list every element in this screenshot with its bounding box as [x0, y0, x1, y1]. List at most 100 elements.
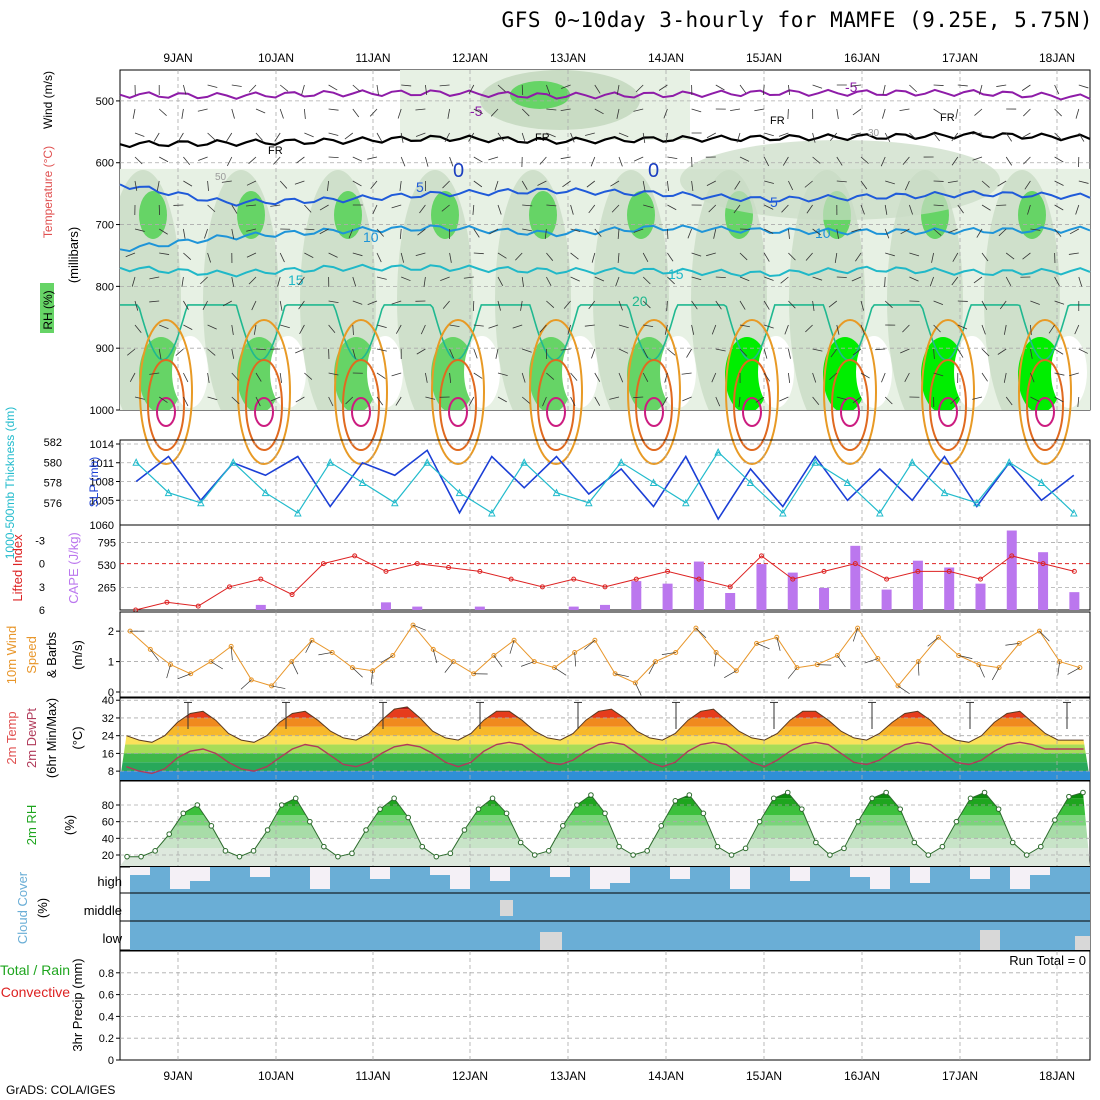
wind-barb — [425, 156, 429, 167]
wind-barb — [425, 372, 428, 383]
li-point — [383, 568, 389, 574]
slp-line — [135, 449, 1075, 521]
wind-barb — [468, 84, 475, 94]
wind-barb — [419, 204, 426, 214]
wind-barb — [304, 252, 314, 259]
temp-band — [120, 744, 1090, 754]
wind-barb — [715, 300, 722, 310]
wind-barb — [175, 348, 184, 356]
wind-barb — [412, 624, 427, 631]
wind-barb — [521, 372, 526, 383]
wind-barb — [837, 655, 846, 668]
li-point — [852, 561, 858, 567]
wind-barb — [158, 396, 168, 403]
cloud-gap — [1075, 936, 1090, 950]
y-tick-label: 6 — [39, 605, 45, 617]
wind-barb — [417, 228, 426, 236]
wind-barb — [764, 276, 774, 281]
wind-barb — [834, 252, 838, 263]
isotherm-line — [254, 397, 274, 427]
li-point — [884, 576, 890, 582]
wind-barb — [127, 348, 136, 356]
wind-barb — [395, 324, 402, 334]
page-title: GFS 0~10day 3-hourly for MAMFE (9.25E, 5… — [501, 8, 1093, 32]
wind-barb — [304, 108, 306, 119]
li-point — [352, 553, 358, 559]
wind-barb — [240, 679, 252, 690]
li-point — [571, 576, 577, 582]
y-tick-label: 40 — [102, 833, 114, 845]
wind-barb — [1005, 276, 1012, 287]
y-tick-label: 1011 — [90, 458, 114, 470]
cloud-gap — [310, 867, 330, 889]
wind-barb — [1054, 372, 1065, 376]
li-point — [446, 565, 452, 570]
wind-barb — [134, 156, 143, 165]
wind-barb — [348, 228, 354, 239]
thickness-point — [552, 488, 561, 497]
contour-label: -5 — [845, 79, 858, 95]
axis-label: (6hr Min/Max) — [44, 698, 59, 778]
wind-barb — [805, 252, 813, 261]
wind-barb — [1078, 180, 1089, 184]
wind-barb — [663, 108, 668, 119]
contour-label: -5 — [470, 103, 483, 119]
contour-label: 5 — [416, 179, 424, 195]
rh-band — [1051, 336, 1087, 408]
rh-band — [680, 140, 1000, 220]
rh-point — [489, 795, 496, 802]
rh-band — [120, 825, 1090, 839]
wind-barb — [376, 396, 384, 406]
isotherm-line — [938, 397, 958, 427]
wind-barb — [1078, 132, 1085, 142]
wind-barb — [274, 132, 281, 142]
wind-barb — [972, 132, 983, 135]
wind-barb — [610, 180, 620, 187]
rh-point — [503, 810, 510, 817]
rh-point — [658, 823, 665, 829]
wind-barb — [909, 84, 917, 93]
rh-point — [1037, 843, 1044, 850]
rh-point — [841, 845, 847, 852]
wind-point — [592, 637, 598, 643]
rh-point — [770, 795, 777, 802]
wind-barb — [686, 348, 692, 358]
wind-barb — [666, 300, 668, 312]
cloud-gap — [870, 867, 890, 889]
wind-barb — [764, 324, 774, 329]
wind-barb — [319, 228, 329, 235]
rh-point — [545, 848, 552, 854]
wind-barb — [884, 132, 891, 143]
wind-barb — [442, 300, 450, 309]
wind-barb — [974, 108, 983, 116]
wind-barb — [537, 180, 547, 186]
wind-barb — [618, 372, 624, 383]
wind-barb — [488, 324, 499, 329]
wind-barb — [830, 348, 838, 358]
wind-point — [693, 625, 699, 631]
wind-barb — [399, 180, 402, 191]
li-point — [414, 561, 420, 567]
wind-barb — [933, 84, 944, 86]
wind-barb — [156, 180, 160, 191]
wind-barb — [253, 324, 257, 335]
wind-barb — [395, 396, 402, 406]
rh-point — [728, 852, 735, 858]
run-total-label: Run Total = 0 — [1009, 953, 1086, 968]
wind-barb — [973, 276, 983, 284]
y-tick-label: 1014 — [90, 439, 114, 451]
isotherm-line — [635, 359, 673, 451]
wind-barb — [885, 180, 895, 185]
wind-barb — [1039, 630, 1050, 642]
wind-barb — [899, 108, 910, 111]
wind-barb — [391, 204, 402, 209]
thickness-line — [135, 451, 1075, 514]
wind-barb — [681, 372, 692, 375]
wind-barb — [724, 670, 737, 679]
wind-barb — [1005, 252, 1015, 260]
precip-legend-total: Total / Rain — [0, 962, 70, 978]
wind-barb — [1003, 372, 1007, 383]
wind-barb — [687, 228, 692, 239]
wind-barb — [706, 180, 716, 186]
wind-barb — [714, 652, 717, 667]
